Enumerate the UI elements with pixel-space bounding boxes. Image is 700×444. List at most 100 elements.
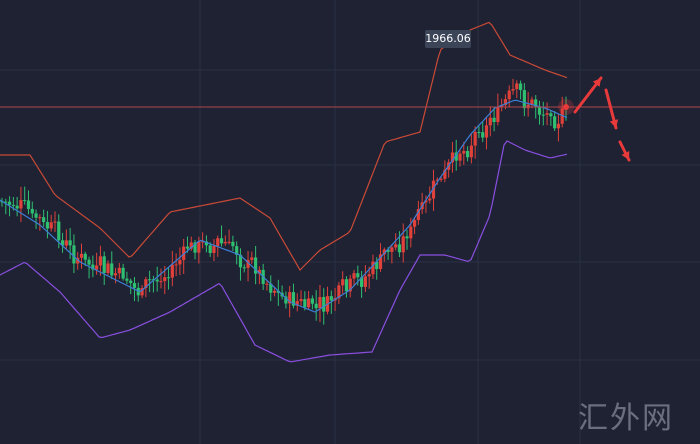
candle-body — [310, 298, 314, 304]
candle-body — [329, 296, 333, 301]
candle-body — [159, 281, 163, 283]
candle-body — [341, 279, 345, 286]
candle-body — [496, 107, 500, 123]
candle-body — [397, 244, 402, 253]
arrow-down-icon-head — [609, 119, 619, 128]
bollinger-upper-line — [0, 21, 568, 271]
candle-body — [492, 117, 496, 123]
candle-body — [185, 246, 190, 249]
candle-body — [95, 265, 99, 270]
candle-body — [34, 213, 38, 218]
candle-body — [518, 83, 523, 91]
candle-body — [394, 244, 398, 248]
candle-body — [155, 279, 159, 282]
candle-body — [140, 287, 144, 296]
candle-body — [227, 241, 231, 243]
candle-body — [197, 241, 201, 253]
candle-body — [113, 273, 118, 276]
candle-body — [212, 245, 216, 253]
candle-body — [307, 298, 311, 308]
candle-body — [462, 150, 466, 154]
candle-body — [344, 279, 349, 292]
candle-body — [250, 257, 254, 260]
candle-body — [553, 116, 557, 129]
candle-body — [556, 123, 561, 129]
candle-body — [500, 105, 504, 108]
candle-body — [465, 150, 470, 158]
candle-body — [401, 236, 405, 253]
candle-body — [189, 242, 193, 249]
candle-body — [450, 152, 455, 163]
candle-body — [288, 292, 292, 304]
candle-body — [484, 125, 489, 138]
candle-body — [507, 90, 511, 100]
candle-body — [545, 113, 549, 115]
candle-body — [272, 290, 277, 293]
candle-body — [522, 90, 526, 109]
candle-body — [201, 241, 205, 243]
candle-body — [303, 299, 307, 308]
candle-body — [87, 259, 91, 265]
candle-body — [83, 253, 87, 260]
candle-body — [318, 297, 322, 309]
candle-body — [405, 236, 409, 239]
candle-body — [235, 246, 239, 255]
candle-body — [428, 198, 432, 201]
candle-body — [371, 261, 375, 275]
candle-body — [23, 200, 27, 202]
candle-body — [359, 277, 364, 287]
bollinger-middle-line — [0, 99, 568, 313]
candle-body — [458, 153, 462, 161]
candle-body — [367, 274, 371, 277]
candle-body — [11, 204, 15, 206]
candle-body — [148, 279, 152, 281]
candle-body — [431, 180, 436, 199]
candle-body — [254, 257, 258, 274]
candle-body — [7, 201, 12, 205]
candle-body — [265, 283, 269, 285]
candle-body — [19, 200, 23, 209]
candle-body — [26, 200, 31, 209]
candle-body — [170, 264, 174, 278]
candle-body — [121, 267, 125, 279]
candle-body — [481, 132, 485, 138]
candle-body — [348, 278, 352, 292]
candle-body — [363, 276, 367, 287]
candle-body — [238, 254, 243, 268]
candle-body — [174, 264, 178, 266]
candle-body — [68, 240, 72, 246]
candle-body — [382, 249, 386, 255]
candle-body — [352, 273, 356, 279]
candle-body — [439, 178, 443, 180]
candle-body — [526, 104, 530, 109]
candle-body — [295, 301, 299, 306]
candle-body — [117, 267, 121, 274]
candle-body — [537, 107, 542, 115]
candle-body — [469, 145, 473, 158]
candle-body — [337, 285, 341, 299]
candle-body — [503, 99, 508, 106]
candle-body — [246, 259, 250, 268]
candle-body — [257, 269, 261, 274]
candle-body — [473, 131, 477, 146]
candle-body — [132, 283, 137, 288]
candle-body — [216, 238, 220, 246]
candle-body — [129, 280, 133, 284]
candle-body — [356, 273, 360, 278]
candle-body — [91, 264, 95, 270]
candle-body — [45, 222, 50, 229]
candle-body — [269, 283, 273, 293]
candle-body — [223, 242, 227, 244]
candle-body — [409, 226, 413, 239]
candle-body — [435, 179, 439, 181]
candle-body — [291, 292, 296, 306]
candle-body — [76, 257, 80, 264]
candle-body — [390, 247, 394, 252]
candle-body — [242, 267, 246, 269]
candle-body — [284, 296, 288, 304]
candle-body — [511, 89, 515, 91]
candle-body — [30, 208, 34, 214]
watermark: 汇外网 — [578, 401, 674, 436]
